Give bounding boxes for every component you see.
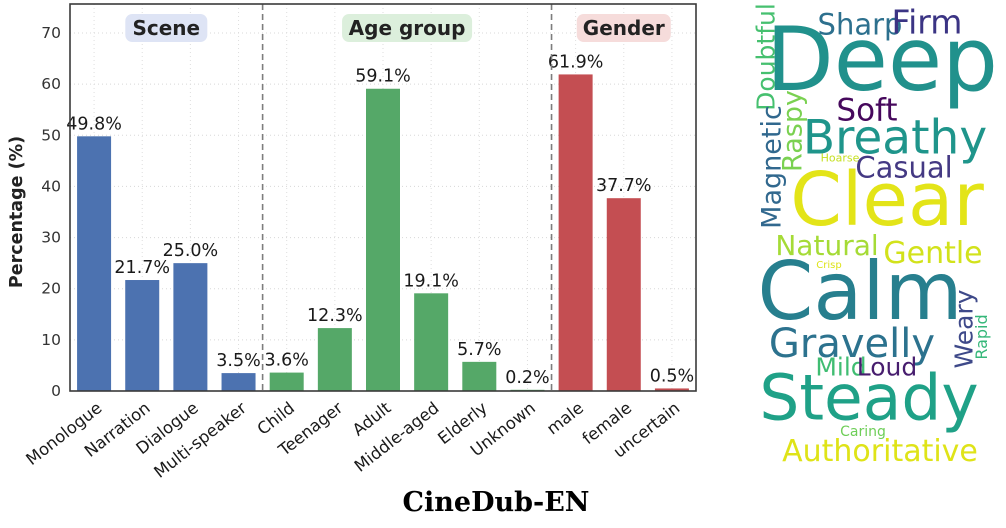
bar-value-label: 61.9%	[548, 52, 604, 72]
cloud-word-caring: Caring	[840, 424, 886, 440]
bar-chart: 01020304050607049.8%Monologue21.7%Narrat…	[7, 3, 697, 482]
cloud-word-soft: Soft	[836, 92, 898, 129]
bar-value-label: 25.0%	[163, 241, 219, 261]
y-tick-label: 30	[41, 229, 61, 247]
cloud-word-mild: Mild	[815, 352, 867, 382]
cloud-word-steady: Steady	[759, 361, 979, 435]
bar-adult	[366, 88, 400, 391]
bar-female	[606, 198, 641, 391]
bar-monologue	[77, 136, 112, 391]
bar-value-label: 3.6%	[264, 351, 308, 371]
figure-title: CineDub-EN	[402, 487, 590, 518]
cloud-word-rapid: Rapid	[972, 314, 991, 360]
bar-teenager	[317, 328, 352, 391]
bar-value-label: 0.2%	[505, 368, 549, 388]
y-tick-label: 0	[51, 382, 61, 400]
y-tick-label: 60	[41, 75, 61, 93]
y-tick-label: 50	[41, 126, 61, 144]
bar-value-label: 21.7%	[114, 258, 170, 278]
bar-multi-speaker	[221, 373, 256, 391]
bar-value-label: 3.5%	[216, 351, 260, 371]
bar-value-label: 49.8%	[66, 114, 122, 134]
cloud-word-deep: Deep	[766, 8, 998, 111]
cloud-word-gravelly: Gravelly	[768, 321, 936, 367]
bar-value-label: 5.7%	[457, 340, 501, 360]
cloud-word-hoarse: Hoarse	[820, 151, 860, 165]
bar-value-label: 37.7%	[596, 176, 652, 196]
cloud-word-gentle: Gentle	[883, 236, 983, 271]
cloud-word-doubtful: Doubtful	[751, 3, 781, 111]
cloud-word-loud: Loud	[856, 352, 918, 382]
word-cloud: Sharp Firm Deep Doubtful Magnetic Raspy Soft Br…	[730, 0, 1006, 528]
cloud-word-authoritative: Authoritative	[782, 434, 978, 469]
cloud-word-breathy: Breathy	[802, 110, 988, 166]
group-label-badge	[576, 14, 671, 42]
bar-value-label: 59.1%	[355, 67, 411, 87]
bar-value-label: 12.3%	[307, 306, 363, 326]
x-tick-label: Middle-aged	[351, 398, 443, 476]
bar-male	[558, 74, 593, 391]
cloud-word-natural: Natural	[775, 229, 879, 262]
bar-value-label: 19.1%	[403, 271, 459, 291]
cloud-word-crisp: Crisp	[816, 260, 842, 271]
bar-elderly	[462, 361, 497, 391]
cloud-word-firm: Firm	[891, 2, 963, 42]
y-axis-label: Percentage (%)	[7, 136, 27, 288]
bar-uncertain	[654, 388, 689, 391]
y-tick-label: 40	[41, 177, 61, 195]
group-label-scene: Scene	[132, 16, 200, 40]
bar-dialogue	[173, 263, 208, 391]
y-tick-label: 20	[41, 280, 61, 298]
group-label-gender: Gender	[583, 16, 665, 40]
group-label-badge	[342, 14, 473, 42]
bar-narration	[125, 280, 160, 391]
bar-value-label: 0.5%	[650, 366, 694, 386]
bar-middle-aged	[414, 293, 449, 391]
y-tick-label: 70	[41, 24, 61, 42]
group-label-badge	[125, 14, 208, 42]
cloud-word-clear: Clear	[790, 157, 984, 243]
group-label-age-group: Age group	[349, 16, 466, 40]
bar-child	[269, 372, 304, 391]
cloud-word-calm: Calm	[757, 245, 963, 338]
plot-frame	[69, 3, 697, 392]
y-tick-label: 10	[41, 331, 61, 349]
cloud-word-sharp: Sharp	[817, 7, 903, 42]
cloud-word-casual: Casual	[855, 150, 953, 185]
